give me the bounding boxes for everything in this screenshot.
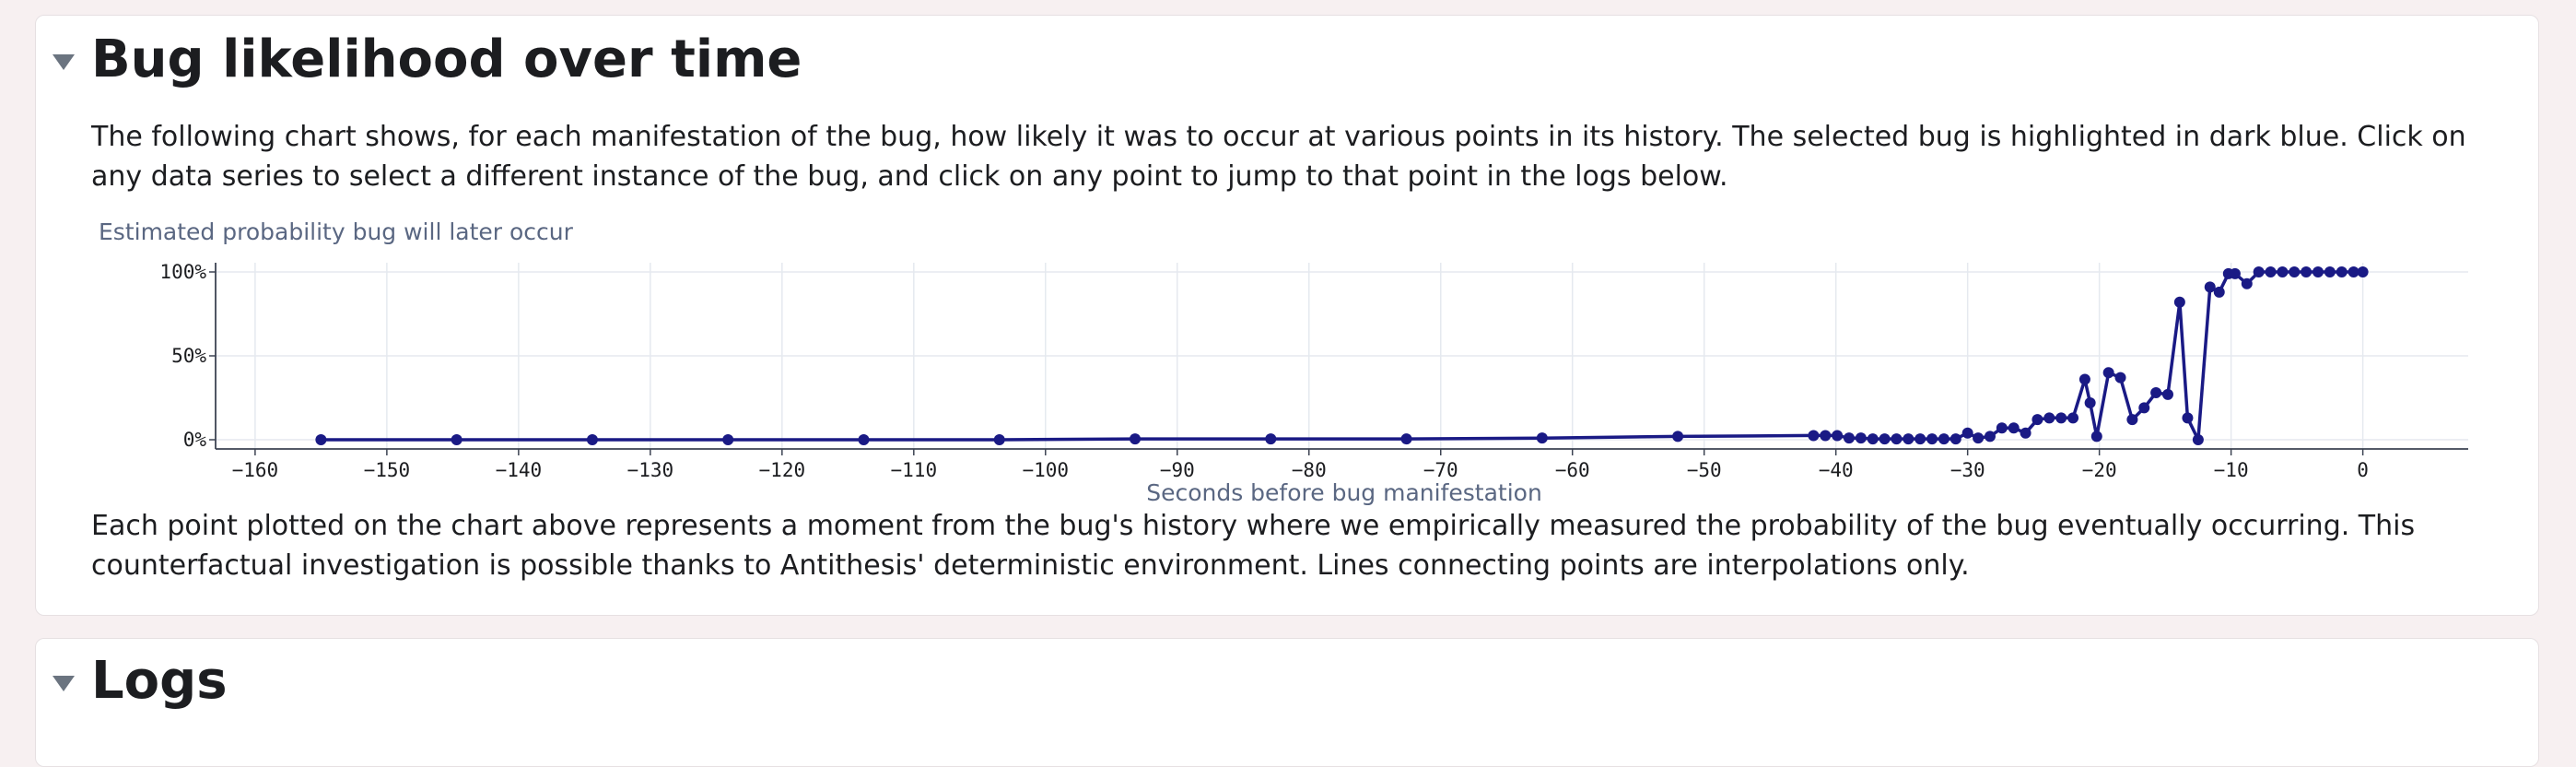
data-point[interactable] <box>1926 433 1938 445</box>
data-point[interactable] <box>1996 422 2008 434</box>
data-point[interactable] <box>2265 266 2277 277</box>
data-point[interactable] <box>2253 266 2265 277</box>
data-point[interactable] <box>315 434 327 445</box>
x-tick-label: −80 <box>1292 459 1327 481</box>
data-point[interactable] <box>1808 430 1820 442</box>
y-axis-title: Estimated probability bug will later occ… <box>99 218 574 245</box>
data-point[interactable] <box>1879 433 1891 445</box>
data-point[interactable] <box>2043 412 2055 424</box>
logs-header[interactable]: Logs <box>53 655 228 707</box>
data-point[interactable] <box>1265 433 1277 445</box>
data-point[interactable] <box>2204 281 2216 293</box>
y-tick-label: 0% <box>183 429 207 451</box>
logs-section: Logs <box>35 638 2539 767</box>
data-point[interactable] <box>1130 433 1142 445</box>
data-point[interactable] <box>2008 422 2020 434</box>
section-title-logs: Logs <box>91 651 228 711</box>
data-point[interactable] <box>2301 266 2313 277</box>
chart-footnote-text: Each point plotted on the chart above re… <box>91 510 2416 582</box>
data-point[interactable] <box>1973 432 1985 444</box>
data-point[interactable] <box>2150 387 2162 399</box>
data-point[interactable] <box>451 434 463 445</box>
data-point[interactable] <box>2067 412 2079 424</box>
data-point[interactable] <box>1903 433 1914 445</box>
x-tick-label: −30 <box>1950 459 1985 481</box>
data-point[interactable] <box>2114 372 2126 384</box>
data-point[interactable] <box>2126 414 2138 426</box>
y-tick-label: 50% <box>171 345 206 367</box>
chart-intro-text: The following chart shows, for each mani… <box>91 121 2466 193</box>
data-point[interactable] <box>722 434 734 445</box>
data-point[interactable] <box>2162 388 2173 400</box>
data-point[interactable] <box>2055 412 2067 424</box>
data-point[interactable] <box>2336 266 2348 277</box>
data-point[interactable] <box>2192 434 2204 445</box>
x-tick-label: −60 <box>1555 459 1590 481</box>
data-point[interactable] <box>1961 427 1973 439</box>
data-point[interactable] <box>858 434 870 445</box>
x-tick-label: −100 <box>1023 459 1070 481</box>
data-point[interactable] <box>2277 266 2289 277</box>
data-point[interactable] <box>2084 396 2096 408</box>
x-tick-label: −140 <box>496 459 543 481</box>
x-tick-label: 0 <box>2357 459 2369 481</box>
x-tick-label: −130 <box>627 459 674 481</box>
section-title-bug-likelihood: Bug likelihood over time <box>91 30 802 89</box>
data-point[interactable] <box>586 434 598 445</box>
data-point[interactable] <box>1832 430 1844 442</box>
x-tick-label: −110 <box>891 459 938 481</box>
x-tick-label: −70 <box>1423 459 1458 481</box>
data-point[interactable] <box>2032 414 2043 426</box>
data-point[interactable] <box>1914 433 1926 445</box>
data-point[interactable] <box>1867 433 1879 445</box>
data-point[interactable] <box>1672 431 1684 442</box>
x-axis-title: Seconds before bug manifestation <box>1146 479 1542 506</box>
data-point[interactable] <box>2289 266 2301 277</box>
x-tick-label: −20 <box>2082 459 2117 481</box>
data-point[interactable] <box>1938 433 1950 445</box>
chart-axes: −160 −150 −140 −130 −120 −110 −100 −90 −80 −70 −60… <box>159 261 2468 481</box>
x-tick-label: −90 <box>1160 459 1195 481</box>
bug-likelihood-header[interactable]: Bug likelihood over time <box>53 34 802 86</box>
data-point[interactable] <box>1891 433 1903 445</box>
data-point[interactable] <box>2324 266 2336 277</box>
data-point[interactable] <box>2229 267 2241 279</box>
data-point[interactable] <box>2020 427 2032 439</box>
data-point[interactable] <box>1400 433 1412 445</box>
data-point[interactable] <box>1536 432 1548 444</box>
chart-series[interactable] <box>315 266 2369 445</box>
data-point[interactable] <box>1950 433 1961 445</box>
collapse-caret-icon[interactable] <box>53 675 75 691</box>
x-tick-label: −120 <box>759 459 806 481</box>
data-point[interactable] <box>2102 367 2114 379</box>
data-point[interactable] <box>993 434 1005 445</box>
x-tick-label: −50 <box>1687 459 1722 481</box>
data-point[interactable] <box>2078 373 2090 385</box>
data-point[interactable] <box>2213 286 2225 298</box>
data-point[interactable] <box>1843 432 1855 444</box>
data-point[interactable] <box>2138 402 2150 414</box>
data-point[interactable] <box>2090 431 2102 442</box>
data-point[interactable] <box>2357 266 2369 277</box>
data-point[interactable] <box>1820 430 1832 442</box>
data-point[interactable] <box>1855 432 1867 444</box>
x-tick-label: −160 <box>232 459 279 481</box>
bug-likelihood-chart[interactable]: Estimated probability bug will later occ… <box>36 200 2538 513</box>
x-tick-label: −40 <box>1819 459 1854 481</box>
y-tick-label: 100% <box>159 261 206 283</box>
data-point[interactable] <box>2313 266 2324 277</box>
x-tick-label: −150 <box>364 459 411 481</box>
data-point[interactable] <box>2348 266 2359 277</box>
collapse-caret-icon[interactable] <box>53 53 75 70</box>
data-point[interactable] <box>2182 412 2194 424</box>
data-point[interactable] <box>2241 277 2253 289</box>
x-tick-label: −10 <box>2214 459 2249 481</box>
data-point[interactable] <box>1984 431 1996 442</box>
data-point[interactable] <box>2173 296 2185 308</box>
bug-likelihood-section: Bug likelihood over time The following c… <box>35 15 2539 616</box>
